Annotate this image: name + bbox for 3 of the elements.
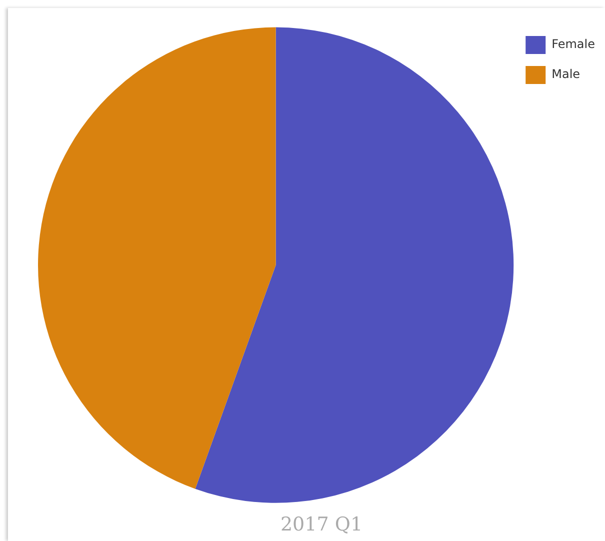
legend-label: Female [552, 37, 595, 52]
text: 2017 Q1 [280, 514, 363, 536]
legend-label: Male [552, 67, 580, 82]
